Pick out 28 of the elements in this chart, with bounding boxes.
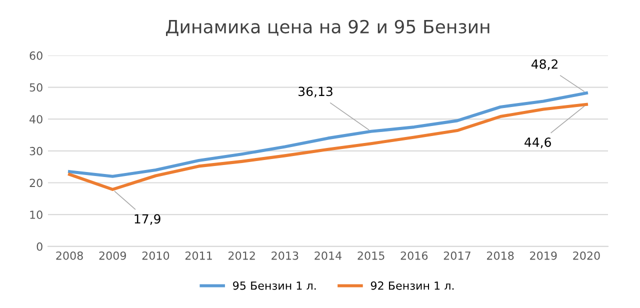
annotation: 48,2	[531, 59, 558, 70]
y-tick-label: 20	[30, 178, 42, 188]
y-tick-label: 50	[30, 83, 42, 92]
x-tick-label: 2013	[272, 251, 298, 260]
x-tick-label: 2020	[573, 251, 600, 260]
x-tick-label: 2012	[228, 251, 255, 260]
x-tick-label: 2016	[400, 251, 428, 260]
x-tick-label: 2010	[142, 251, 170, 260]
annotation: 17,9	[134, 214, 160, 225]
x-tick-label: 2018	[486, 251, 514, 260]
x-tick-label: 2011	[185, 251, 212, 260]
y-tick-label: 30	[30, 146, 42, 156]
x-tick-label: 2014	[314, 251, 342, 260]
y-tick-label: 0	[36, 242, 42, 251]
y-tick-label: 10	[30, 210, 42, 219]
line-series	[68, 102, 588, 191]
y-tick-label: 60	[30, 51, 42, 60]
x-tick-label: 2015	[358, 251, 384, 260]
annotation: 36,13	[298, 86, 332, 98]
x-tick-label: 2019	[530, 251, 557, 260]
chart-title: Динамика цена на 92 и 95 Бензин	[166, 20, 490, 36]
legend-label: 92 Бензин 1 л.	[370, 281, 454, 290]
y-tick-label: 40	[30, 115, 42, 124]
legend-label: 95 Бензин 1 л.	[233, 281, 316, 290]
annotation: 44,6	[524, 138, 551, 148]
x-tick-label: 2009	[99, 251, 126, 260]
x-tick-label: 2008	[56, 251, 83, 260]
x-tick-label: 2017	[444, 251, 470, 260]
